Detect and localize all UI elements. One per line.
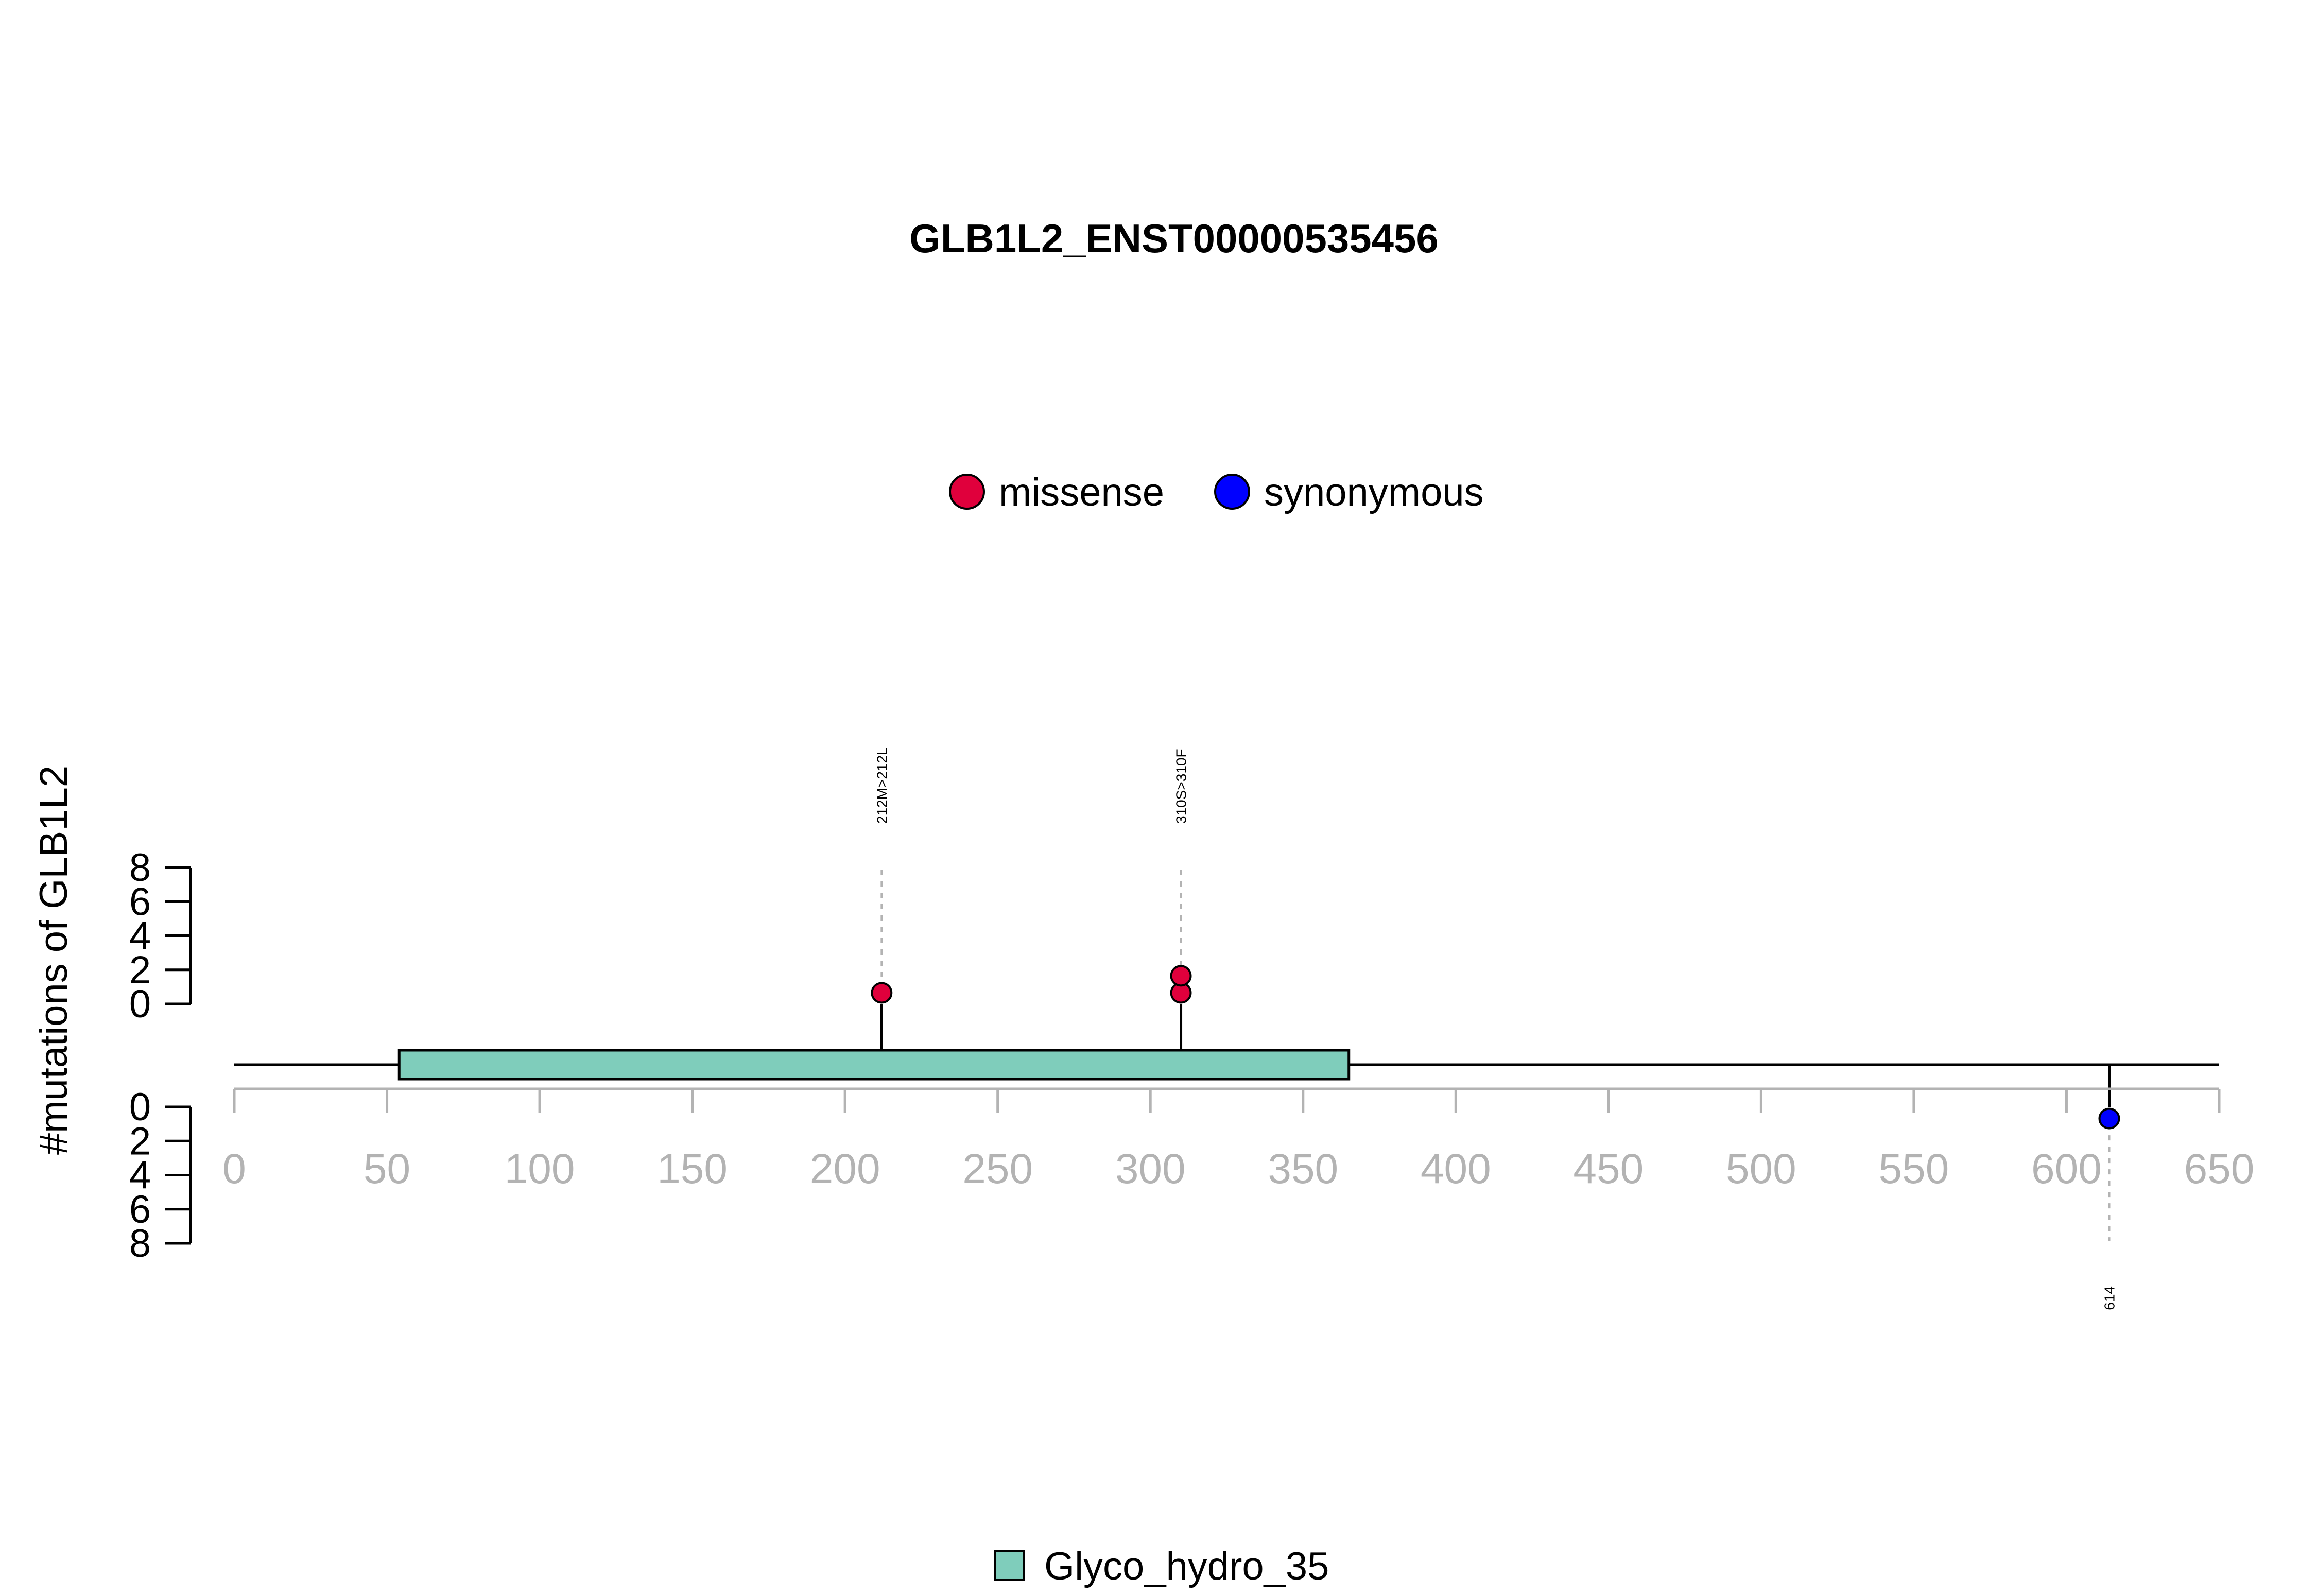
y-tick-bottom-label: 6 (129, 1188, 151, 1231)
legend-synonymous-marker (1214, 474, 1250, 510)
x-axis: 0 50 100 150 200 250 300 350 400 450 500 550 600 650 (222, 1087, 2254, 1192)
x-tick-label: 500 (1726, 1146, 1796, 1192)
y-tick-top-label: 0 (129, 982, 151, 1026)
mutation-point-synonymous (2098, 1107, 2120, 1130)
y-tick-top-label: 6 (129, 880, 151, 924)
x-tick-label: 50 (364, 1146, 410, 1192)
x-tick-label: 550 (1879, 1146, 1949, 1192)
protein-domains (397, 1049, 1351, 1081)
y-tick-top-label: 4 (129, 914, 151, 958)
mutation-point-missense (871, 982, 893, 1004)
chart-title: GLB1L2_ENST00000535456 (909, 216, 1439, 261)
legend-missense-marker (949, 474, 985, 510)
legend-missense-label: missense (999, 471, 1164, 514)
legend-domain-label: Glyco_hydro_35 (1044, 1545, 1329, 1588)
y-tick-top-label: 8 (129, 846, 151, 890)
y-tick-bottom-label: 2 (129, 1119, 151, 1163)
domain-glyco-hydro-35 (397, 1049, 1351, 1081)
x-tick-label: 400 (1421, 1146, 1491, 1192)
y-tick-bottom-label: 8 (129, 1222, 151, 1265)
x-tick-label: 0 (222, 1146, 246, 1192)
x-tick-label: 300 (1115, 1146, 1186, 1192)
y-axis-label: #mutations of GLB1L2 (32, 766, 76, 1155)
x-tick-label: 350 (1268, 1146, 1338, 1192)
mutation-label: 614 (2101, 1286, 2117, 1310)
x-tick-label: 200 (810, 1146, 880, 1192)
legend-synonymous-label: synonymous (1264, 471, 1484, 514)
legend-top: missense synonymous (949, 471, 1484, 514)
legend-domain-swatch (994, 1550, 1025, 1581)
y-tick-bottom-label: 0 (129, 1085, 151, 1129)
x-tick-label: 150 (657, 1146, 728, 1192)
x-tick-label: 250 (962, 1146, 1033, 1192)
mutation-point-missense (1170, 965, 1192, 987)
x-tick-label: 100 (505, 1146, 575, 1192)
x-ticks: 0 50 100 150 200 250 300 350 400 450 500 550 600 650 (222, 1089, 2254, 1192)
x-tick-label: 650 (2184, 1146, 2255, 1192)
x-tick-label: 450 (1573, 1146, 1644, 1192)
mutation-points: 212M>212L 310S>310F 614 (871, 747, 2120, 1310)
mutation-label: 212M>212L (874, 747, 890, 824)
y-tick-bottom-label: 4 (129, 1154, 151, 1198)
legend-bottom: Glyco_hydro_35 (994, 1545, 1329, 1588)
x-tick-label: 600 (2031, 1146, 2102, 1192)
y-tick-top-label: 2 (129, 948, 151, 992)
mutation-label: 310S>310F (1173, 749, 1189, 824)
